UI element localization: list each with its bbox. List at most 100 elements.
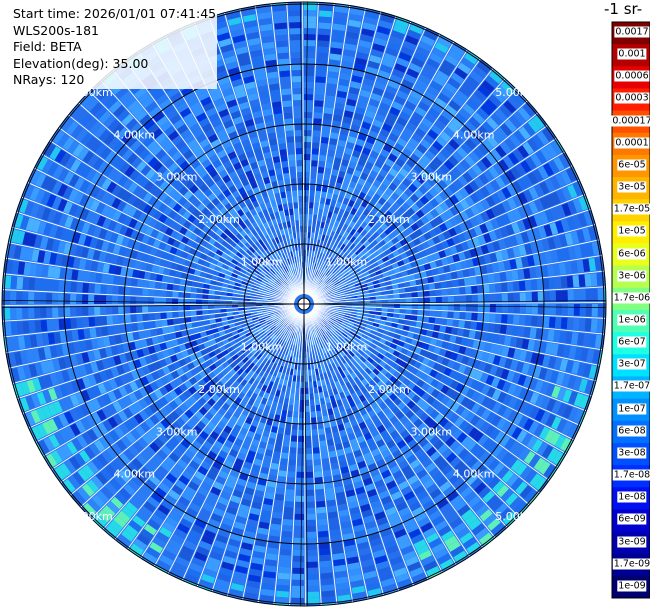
range-label: 3.00km (411, 425, 453, 438)
axis-line (2, 303, 305, 308)
ray-gap (310, 78, 506, 297)
ray-gap (22, 307, 295, 414)
colorbar-label: 1e-05 (617, 225, 647, 237)
ray-gap (270, 3, 304, 295)
ray-gap (302, 2, 305, 295)
ray-gap (310, 310, 519, 517)
ray-gap (100, 80, 298, 297)
ray-gap (313, 270, 605, 304)
range-ring (123, 123, 485, 485)
ray-gap (273, 313, 304, 605)
ray-gap (17, 306, 295, 400)
colorbar-label: 0.0017 (614, 26, 650, 38)
colorbar-label: 6e-05 (617, 159, 647, 171)
ray-gap (80, 310, 297, 508)
ray-gap (89, 91, 298, 298)
ray-gap (312, 151, 566, 300)
range-label: 5.00km (71, 86, 113, 99)
ray-gap (211, 313, 302, 592)
ray-gap (305, 313, 369, 600)
range-label: 4.00km (114, 468, 156, 481)
ray-gap (306, 11, 382, 295)
axis-line (300, 303, 305, 606)
range-labels: 1.00km 1.00km 1.00km 1.00km 2.00km 2.00km 2.00… (71, 86, 537, 523)
colorbar-label: 1e-09 (617, 580, 647, 592)
ray-gap (224, 12, 302, 295)
colorbar-label: 1.7e-07 (612, 380, 650, 392)
ray-gap (69, 309, 297, 496)
range-label: 5.00km (495, 510, 537, 523)
colorbar-label: 6e-08 (617, 425, 647, 437)
ray-gap (308, 41, 455, 296)
ray-gap (5, 257, 295, 303)
ray-gap (51, 309, 296, 471)
ray-gap (306, 16, 397, 295)
ray-gap (309, 311, 484, 548)
outer-boundary (1, 1, 607, 607)
ray-gap (58, 127, 297, 299)
ray-gap (310, 89, 517, 298)
range-label: 4.00km (453, 468, 495, 481)
colorbar-label: 3e-08 (617, 447, 647, 459)
colorbar-title: -1 sr- (604, 0, 643, 18)
ray-gap (42, 308, 296, 457)
ray-gap (127, 311, 299, 550)
ray-gap (286, 2, 304, 295)
colorbar-bar (611, 21, 650, 599)
range-ring (3, 3, 605, 605)
ray-gap (16, 211, 295, 302)
axis-line (303, 303, 606, 308)
ray-gap (304, 313, 338, 605)
ray-gap (242, 313, 303, 600)
colorbar-label: 1e-07 (617, 403, 647, 415)
ray-gap (11, 226, 295, 302)
ray-gap (304, 3, 335, 295)
ray-gap (313, 306, 597, 382)
colorbar-label: 3e-07 (617, 358, 647, 370)
ray-gap (91, 310, 298, 519)
range-label: 1.00km (326, 256, 368, 269)
range-label: 5.00km (71, 510, 113, 523)
ray-gap (313, 304, 606, 319)
ray-gap (208, 17, 302, 295)
ray-gap (289, 313, 304, 606)
ray-gap (257, 313, 303, 603)
elevation: Elevation(deg): 35.00 (13, 55, 149, 71)
ray-gap (3, 304, 295, 338)
ray-gap (78, 102, 297, 298)
range-label: 4.00km (453, 128, 495, 141)
ray-gap (312, 308, 574, 441)
ray-gap (8, 305, 295, 369)
ray-gap (68, 114, 297, 299)
colorbar-label: 0.0001 (614, 137, 650, 149)
ray-gap (5, 305, 295, 354)
colorbar-label: 6e-06 (617, 248, 647, 260)
ray-gap (313, 302, 606, 305)
range-label: 5.00km (495, 86, 537, 99)
ray-gap (124, 60, 299, 297)
ray-gap (21, 196, 295, 301)
ray-gap (307, 27, 426, 296)
range-label: 4.00km (114, 128, 156, 141)
colorbar-label: 3e-06 (617, 270, 647, 282)
start-time: Start time: 2026/01/01 07:41:45 (13, 6, 217, 21)
range-label: 1.00km (241, 340, 283, 353)
range-label: 2.00km (368, 213, 410, 226)
ray-gap (41, 153, 296, 300)
ray-gap (311, 310, 530, 506)
ray-gap (49, 140, 296, 299)
ray-gap (303, 313, 306, 606)
ray-gap (312, 308, 567, 455)
ray-gap (305, 8, 366, 295)
range-ring (243, 243, 365, 365)
range-label: 2.00km (198, 383, 240, 396)
ray-gap (308, 34, 441, 296)
scan-info: Start time: 2026/01/01 07:41:45 WLS200s-… (12, 6, 218, 89)
ray-gap (308, 312, 457, 566)
colorbar-label: 1e-08 (617, 491, 647, 503)
ray-gap (2, 303, 295, 306)
ray-gap (313, 305, 603, 351)
colorbar-label: 1.7e-08 (612, 469, 650, 481)
ray-gap (313, 305, 600, 366)
